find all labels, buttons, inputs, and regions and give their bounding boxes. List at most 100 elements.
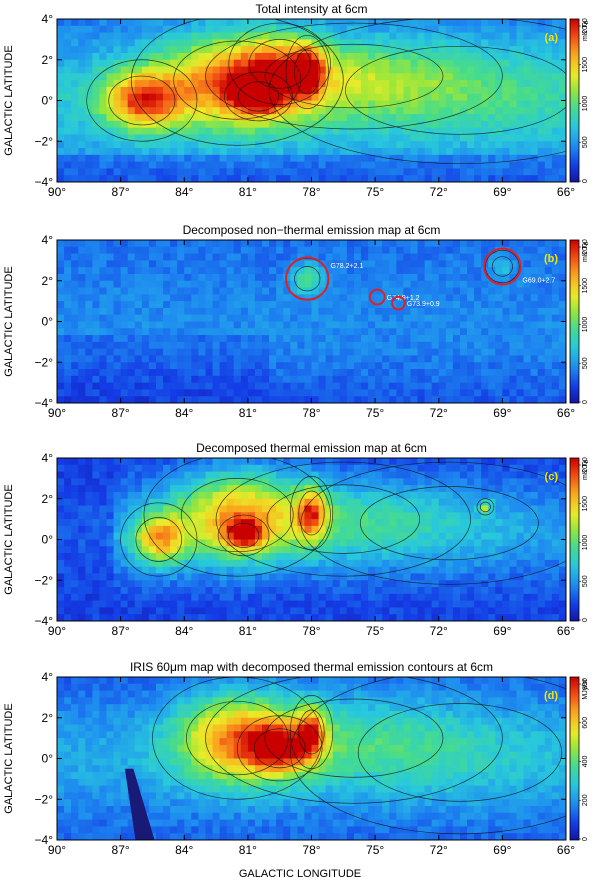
x-tick-label: 81° <box>239 843 257 857</box>
x-tick-label: 66° <box>557 843 575 857</box>
contour <box>215 461 471 577</box>
colorbar-tick-label: 1000 <box>582 535 589 551</box>
x-tick-label: 81° <box>239 624 257 638</box>
x-tick-label: 87° <box>112 843 130 857</box>
contour <box>253 728 306 769</box>
colorbar-tick-label: 400 <box>582 756 589 768</box>
y-tick-label: −2° <box>35 355 54 369</box>
source-circle <box>391 295 406 311</box>
colorbar-tick-label: 500 <box>582 136 589 148</box>
contour <box>186 701 289 776</box>
source-label: G78.2+2.1 <box>330 263 363 270</box>
panel-d: IRIS 60μm map with decomposed thermal em… <box>3 660 589 857</box>
x-tick-label: 84° <box>175 406 193 420</box>
contour <box>224 71 293 122</box>
panel-b: Decomposed non−thermal emission map at 6… <box>3 223 590 420</box>
colorbar-tick-label: 2000 <box>582 457 589 473</box>
colorbar-tick-label: 1000 <box>582 96 589 112</box>
y-tick-label: 0° <box>42 315 54 329</box>
heatmap <box>57 19 566 182</box>
heatmap <box>57 677 566 840</box>
x-tick-label: 84° <box>175 843 193 857</box>
colorbar-tick-label: 500 <box>582 357 589 369</box>
colorbar-tick-label: 1000 <box>582 317 589 333</box>
contour <box>152 677 323 800</box>
source-label: G69.0+2.7 <box>522 278 555 285</box>
y-tick-label: 0° <box>42 752 54 766</box>
x-tick-label: 90° <box>48 624 66 638</box>
x-tick-label: 75° <box>366 406 384 420</box>
x-tick-label: 75° <box>366 624 384 638</box>
contour <box>228 22 331 105</box>
x-tick-label: 72° <box>430 624 448 638</box>
missing-data-strip <box>124 768 155 840</box>
x-axis-label: GALACTIC LONGITUDE <box>238 868 362 880</box>
y-tick-label: −2° <box>35 134 54 148</box>
x-tick-label: 72° <box>430 185 448 199</box>
contour <box>228 522 260 549</box>
x-tick-label: 87° <box>112 185 130 199</box>
colorbar-tick-label: 1500 <box>582 278 589 294</box>
x-tick-label: 75° <box>366 185 384 199</box>
y-tick-label: −4° <box>35 614 54 628</box>
y-tick-label: 0° <box>42 533 54 547</box>
y-axis-label: GALACTIC LATITUDE <box>3 484 15 594</box>
colorbar-tick-label: 0 <box>582 179 589 183</box>
colorbar-unit: MJy/sr <box>582 678 589 699</box>
heatmap <box>57 458 566 621</box>
colorbar <box>569 239 580 404</box>
contour <box>268 19 566 164</box>
y-axis-label: GALACTIC LATITUDE <box>3 703 15 813</box>
colorbar <box>569 457 580 622</box>
contour <box>120 502 198 577</box>
x-tick-label: 66° <box>557 406 575 420</box>
y-tick-label: 2° <box>42 274 54 288</box>
x-tick-label: 78° <box>302 624 320 638</box>
colorbar-unit-main: mK T <box>582 463 589 480</box>
panel-letter: (d) <box>544 690 558 702</box>
x-tick-label: 90° <box>48 185 66 199</box>
contour <box>359 486 539 561</box>
x-tick-label: 78° <box>302 185 320 199</box>
source-circle <box>483 247 522 286</box>
x-tick-label: 78° <box>302 843 320 857</box>
contour <box>289 475 334 551</box>
contour <box>476 498 495 516</box>
y-tick-label: 4° <box>42 451 54 465</box>
contour <box>289 694 334 770</box>
colorbar-tick-label: 500 <box>582 575 589 587</box>
x-tick-label: 87° <box>112 406 130 420</box>
y-tick-label: 0° <box>42 94 54 108</box>
x-tick-label: 69° <box>493 624 511 638</box>
contour <box>86 59 198 142</box>
x-tick-label: 90° <box>48 406 66 420</box>
colorbar-tick-label: 0 <box>582 837 589 841</box>
y-tick-label: 4° <box>42 233 54 247</box>
contour <box>180 478 294 553</box>
contour <box>300 461 566 585</box>
y-tick-label: −2° <box>35 792 54 806</box>
source-circle <box>368 288 386 306</box>
colorbar-unit-sub: B <box>584 459 590 463</box>
y-tick-label: 4° <box>42 12 54 26</box>
colorbar-unit-sub: B <box>584 241 590 245</box>
colorbar-unit: mK TB <box>582 20 590 41</box>
contour <box>491 256 513 277</box>
x-tick-label: 69° <box>493 843 511 857</box>
contour <box>485 249 520 284</box>
x-tick-label: 78° <box>302 406 320 420</box>
contour <box>217 514 270 557</box>
colorbar <box>569 676 580 841</box>
contour <box>143 458 331 577</box>
contour <box>479 501 491 513</box>
panel-letter: (b) <box>544 253 558 265</box>
colorbar-unit-sub: B <box>584 20 590 24</box>
colorbar-tick-label: 200 <box>582 794 589 806</box>
contour <box>294 266 321 292</box>
y-tick-label: −4° <box>35 396 54 410</box>
colorbar <box>569 18 580 183</box>
colorbar-unit-main: mK T <box>582 24 589 41</box>
x-tick-label: 72° <box>430 843 448 857</box>
x-tick-label: 66° <box>557 624 575 638</box>
